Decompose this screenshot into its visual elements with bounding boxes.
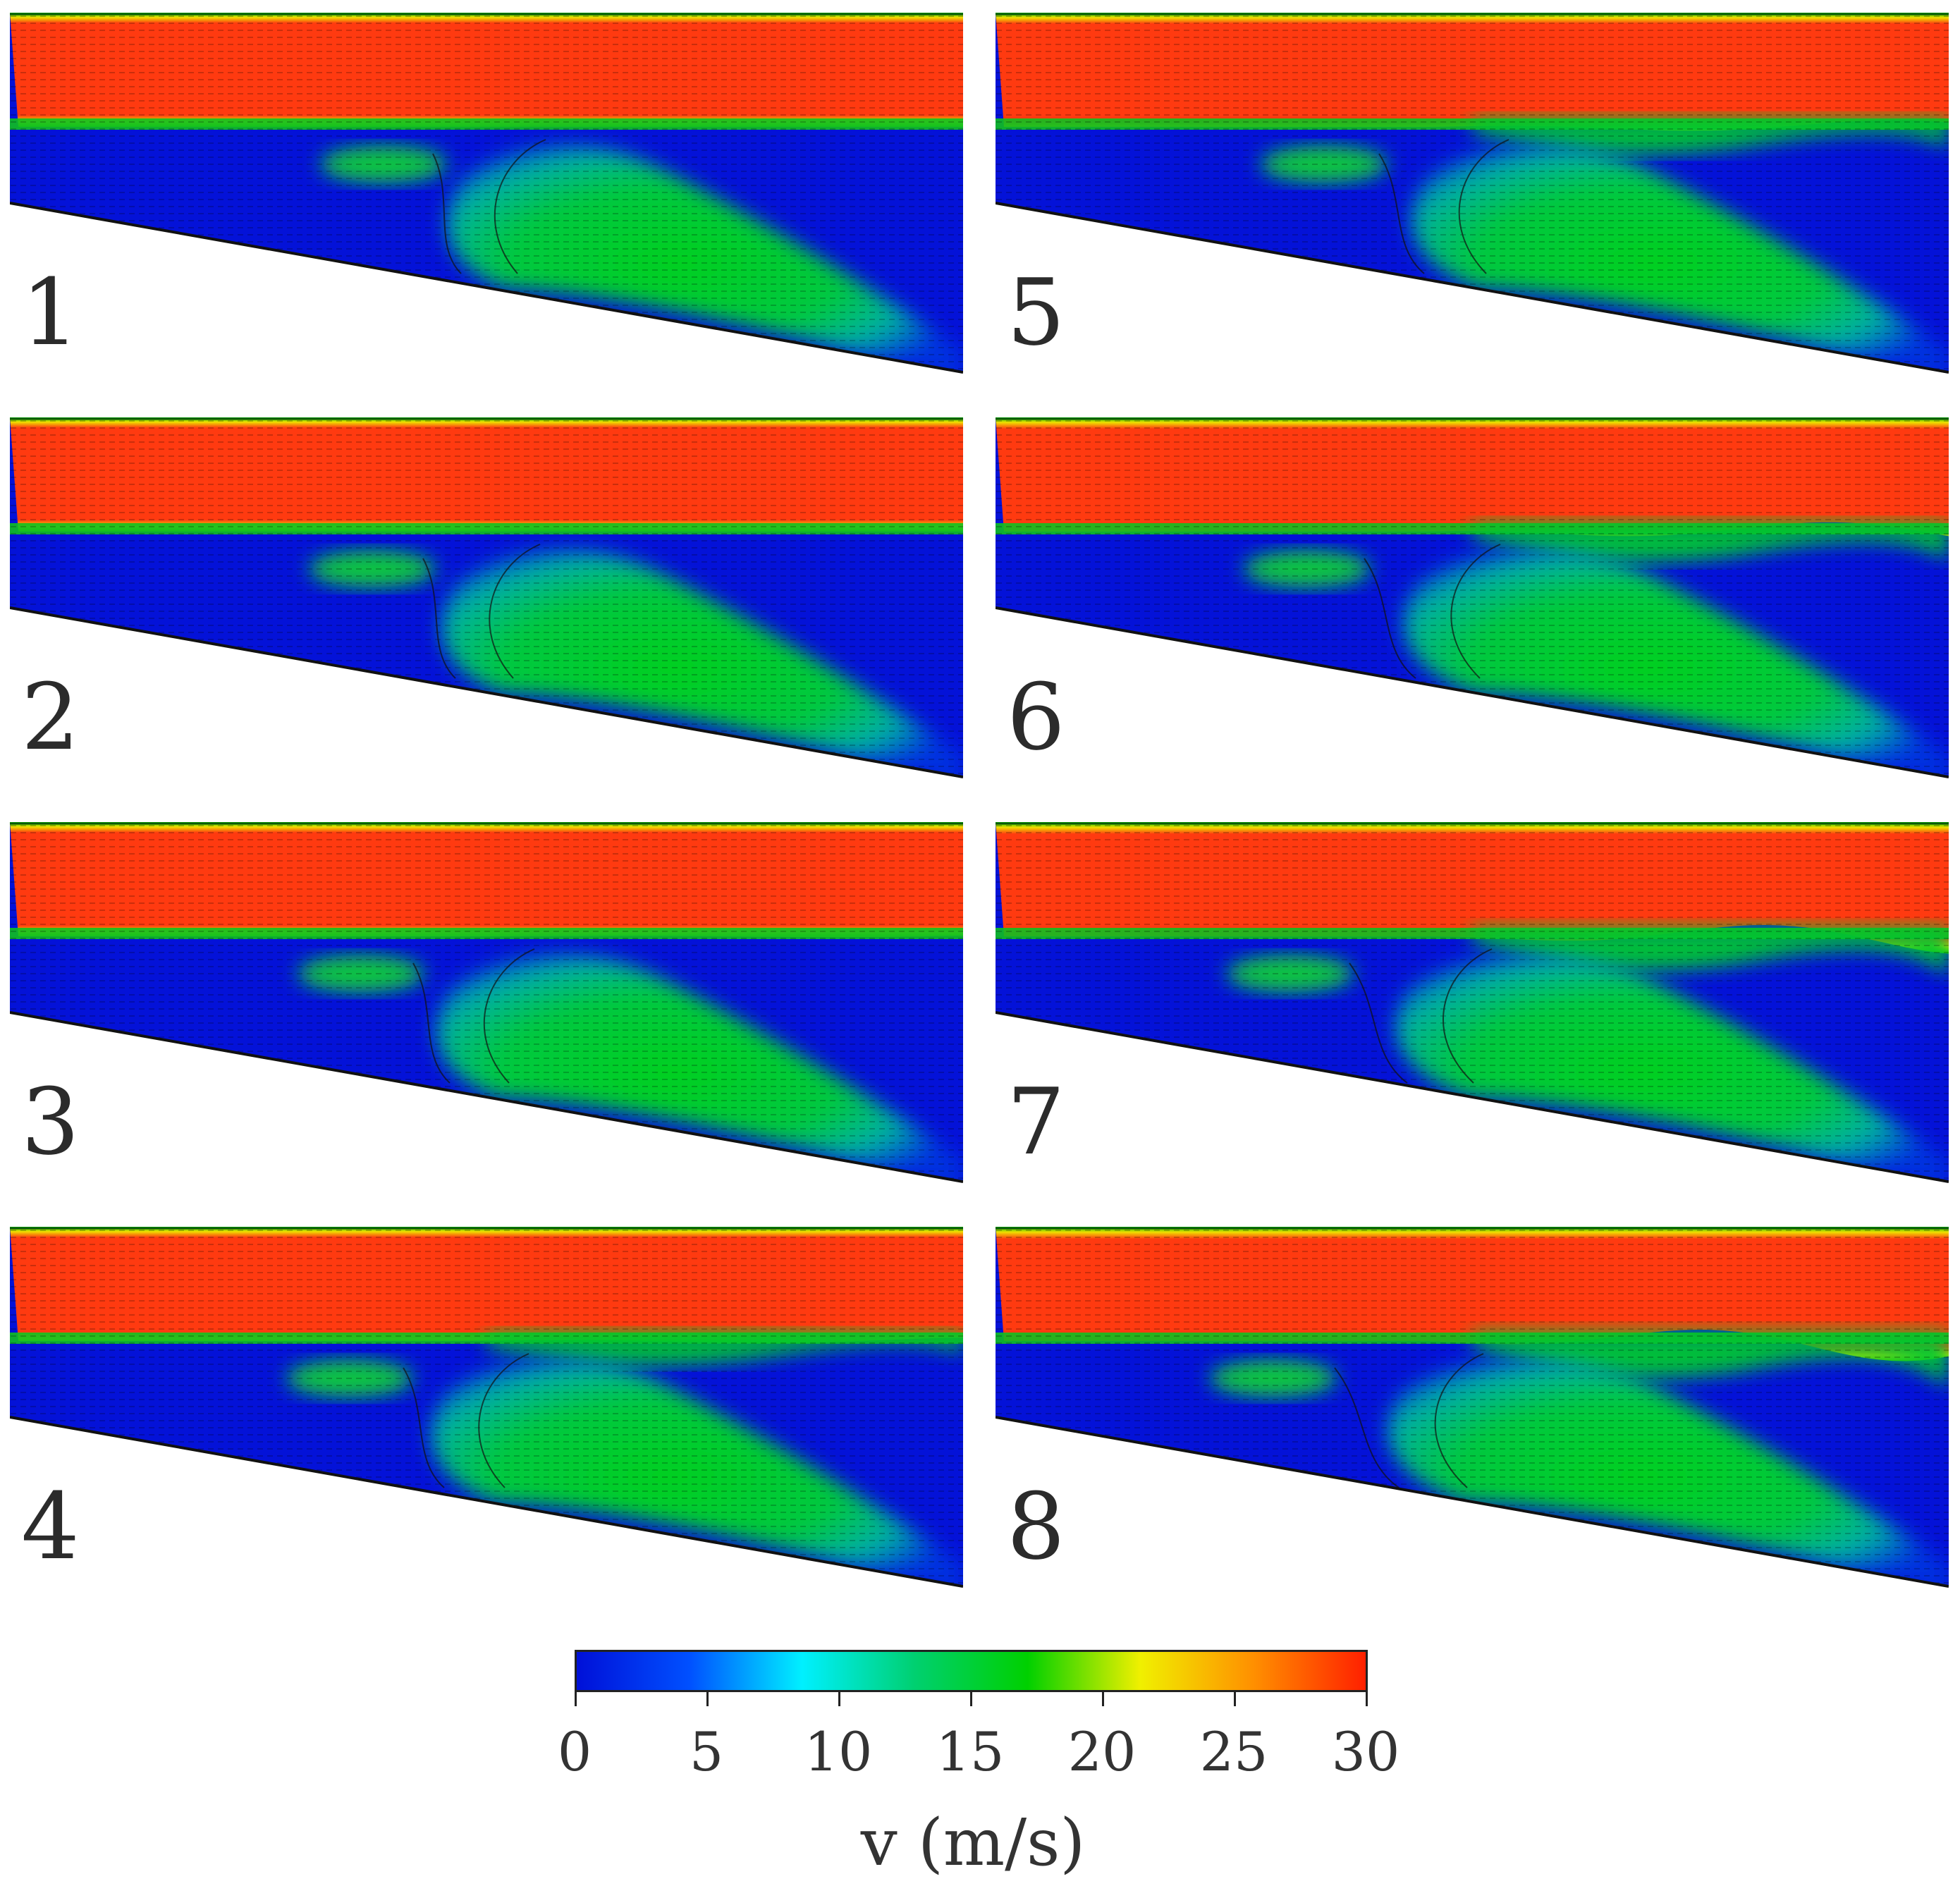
velocity-panel-8 [996,1227,1949,1588]
panel-label-8: 8 [1007,1473,1065,1580]
colorbar-tick-mark [706,1691,709,1706]
colorbar-tick-label: 30 [1331,1720,1400,1783]
colorbar-tick-label: 25 [1199,1720,1268,1783]
colorbar-tick-label: 5 [689,1720,724,1783]
colorbar-tick-mark [1366,1691,1368,1706]
velocity-panel-7 [996,822,1949,1183]
colorbar-tick-label: 10 [804,1720,873,1783]
colorbar-tick-mark [838,1691,840,1706]
velocity-panel-5 [996,13,1949,374]
velocity-panel-3 [10,822,963,1183]
colorbar-tick-mark [575,1691,577,1706]
colorbar-tick-label: 20 [1067,1720,1137,1783]
colorbar [575,1650,1368,1692]
colorbar-tick-label: 0 [557,1720,592,1783]
velocity-panel-1 [10,13,963,374]
panel-label-6: 6 [1007,663,1065,771]
panel-label-2: 2 [21,663,80,771]
panel-label-1: 1 [21,259,80,366]
panel-label-5: 5 [1007,259,1065,366]
colorbar-tick-mark [1234,1691,1236,1706]
panel-label-4: 4 [21,1473,80,1580]
panel-label-3: 3 [21,1068,80,1175]
velocity-panel-6 [996,417,1949,778]
velocity-panel-4 [10,1227,963,1588]
colorbar-tick-mark [1102,1691,1104,1706]
colorbar-tick-label: 15 [936,1720,1005,1783]
panel-label-7: 7 [1007,1068,1065,1175]
velocity-panel-2 [10,417,963,778]
colorbar-title: v (m/s) [860,1805,1086,1880]
colorbar-tick-mark [970,1691,972,1706]
